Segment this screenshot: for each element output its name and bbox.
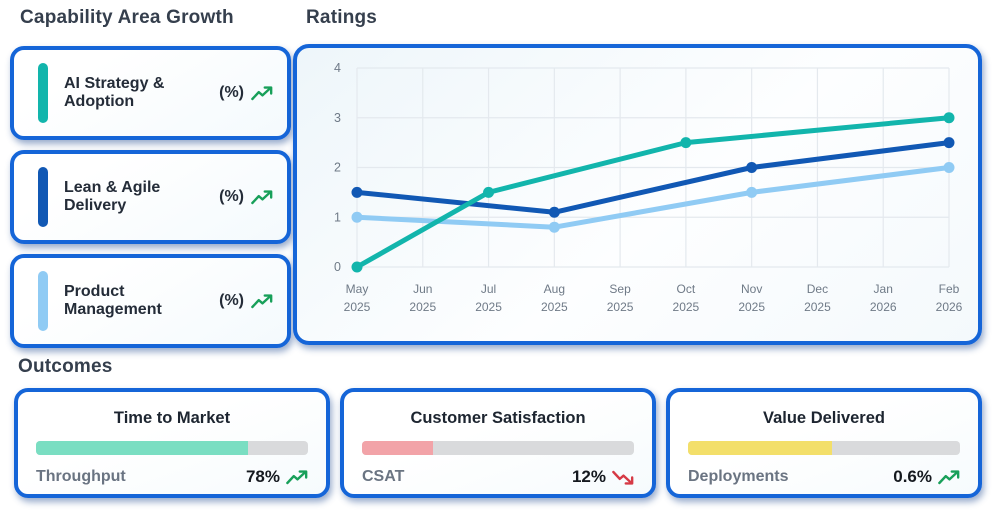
outcome-metric-label: Throughput bbox=[36, 468, 126, 485]
outcome-value: 0.6% bbox=[893, 467, 932, 486]
ratings-chart: 0 1 2 3 4 May 2025 Jun 2025 Jul 2025 Aug 2025 Sep 2025… bbox=[334, 61, 963, 314]
outcome-card-title: Time to Market bbox=[113, 409, 231, 427]
capability-card-unit: (%) bbox=[219, 292, 244, 309]
svg-text:2025: 2025 bbox=[804, 300, 831, 314]
svg-text:0: 0 bbox=[334, 260, 341, 274]
capability-card-list: AI Strategy & Adoption (%) Lean & Agile … bbox=[10, 46, 291, 348]
progress-bar-track bbox=[36, 441, 308, 455]
svg-text:Feb: Feb bbox=[939, 282, 960, 296]
svg-text:Jun: Jun bbox=[413, 282, 432, 296]
trend-up-icon bbox=[251, 85, 273, 102]
svg-text:3: 3 bbox=[334, 111, 341, 125]
svg-text:2025: 2025 bbox=[475, 300, 502, 314]
ratings-chart-panel: 0 1 2 3 4 May 2025 Jun 2025 Jul 2025 Aug 2025 Sep 2025… bbox=[293, 44, 982, 345]
progress-bar-track bbox=[688, 441, 960, 455]
capability-card-ai-strategy[interactable]: AI Strategy & Adoption (%) bbox=[10, 46, 291, 140]
outcome-metric-row: Throughput 78% bbox=[36, 467, 308, 487]
outcome-value: 78% bbox=[245, 467, 280, 486]
outcome-card-title: Value Delivered bbox=[763, 409, 885, 427]
svg-text:1: 1 bbox=[334, 210, 341, 224]
progress-bar-fill bbox=[688, 441, 833, 455]
svg-text:Aug: Aug bbox=[544, 282, 565, 296]
capability-card-unit: (%) bbox=[219, 188, 244, 205]
outcome-card-time-to-market: Time to Market Throughput 78% bbox=[14, 388, 330, 498]
svg-text:2025: 2025 bbox=[673, 300, 700, 314]
accent-bar bbox=[38, 271, 48, 331]
capability-card-label: Product Management bbox=[64, 282, 162, 318]
capability-card-label: AI Strategy & Adoption bbox=[64, 74, 165, 110]
outcome-value-group: 0.6% bbox=[893, 467, 960, 487]
trend-up-icon bbox=[251, 189, 273, 206]
outcome-metric-label: Deployments bbox=[688, 468, 789, 485]
outcome-value-group: 12% bbox=[572, 467, 634, 487]
outcomes-title: Outcomes bbox=[18, 356, 113, 377]
capability-card-lean-agile[interactable]: Lean & Agile Delivery (%) bbox=[10, 150, 291, 244]
accent-bar bbox=[38, 167, 48, 227]
svg-text:2026: 2026 bbox=[870, 300, 897, 314]
svg-text:2025: 2025 bbox=[344, 300, 371, 314]
svg-text:Dec: Dec bbox=[807, 282, 828, 296]
svg-text:2: 2 bbox=[334, 161, 341, 175]
progress-bar-track bbox=[362, 441, 634, 455]
svg-text:Sep: Sep bbox=[609, 282, 631, 296]
trend-down-icon bbox=[612, 469, 634, 486]
outcome-card-list: Time to Market Throughput 78% Customer S… bbox=[14, 388, 982, 498]
capability-card-label: Lean & Agile Delivery bbox=[64, 178, 161, 214]
outcome-metric-label: CSAT bbox=[362, 468, 405, 485]
outcome-card-title: Customer Satisfaction bbox=[410, 409, 586, 427]
svg-text:Nov: Nov bbox=[741, 282, 762, 296]
capability-area-growth-title: Capability Area Growth bbox=[20, 7, 234, 28]
svg-text:2025: 2025 bbox=[607, 300, 634, 314]
outcome-metric-row: CSAT 12% bbox=[362, 467, 634, 487]
svg-text:2025: 2025 bbox=[738, 300, 765, 314]
outcome-card-customer-satisfaction: Customer Satisfaction CSAT 12% bbox=[340, 388, 656, 498]
outcome-metric-row: Deployments 0.6% bbox=[688, 467, 960, 487]
svg-text:2025: 2025 bbox=[541, 300, 568, 314]
svg-text:Oct: Oct bbox=[677, 282, 696, 296]
accent-bar bbox=[38, 63, 48, 123]
trend-up-icon bbox=[286, 469, 308, 486]
outcome-value: 12% bbox=[571, 467, 606, 486]
svg-text:4: 4 bbox=[334, 61, 341, 75]
progress-bar-fill bbox=[36, 441, 249, 455]
ratings-title: Ratings bbox=[306, 7, 378, 28]
capability-card-unit: (%) bbox=[219, 84, 244, 101]
svg-text:May: May bbox=[346, 282, 369, 296]
progress-bar-fill bbox=[362, 441, 433, 455]
outcome-value-group: 78% bbox=[246, 467, 308, 487]
svg-text:2026: 2026 bbox=[936, 300, 963, 314]
trend-up-icon bbox=[938, 469, 960, 486]
outcome-card-value-delivered: Value Delivered Deployments 0.6% bbox=[666, 388, 982, 498]
svg-text:2025: 2025 bbox=[409, 300, 436, 314]
capability-card-product-management[interactable]: Product Management (%) bbox=[10, 254, 291, 348]
svg-text:Jan: Jan bbox=[874, 282, 893, 296]
trend-up-icon bbox=[251, 293, 273, 310]
svg-text:Jul: Jul bbox=[481, 282, 496, 296]
